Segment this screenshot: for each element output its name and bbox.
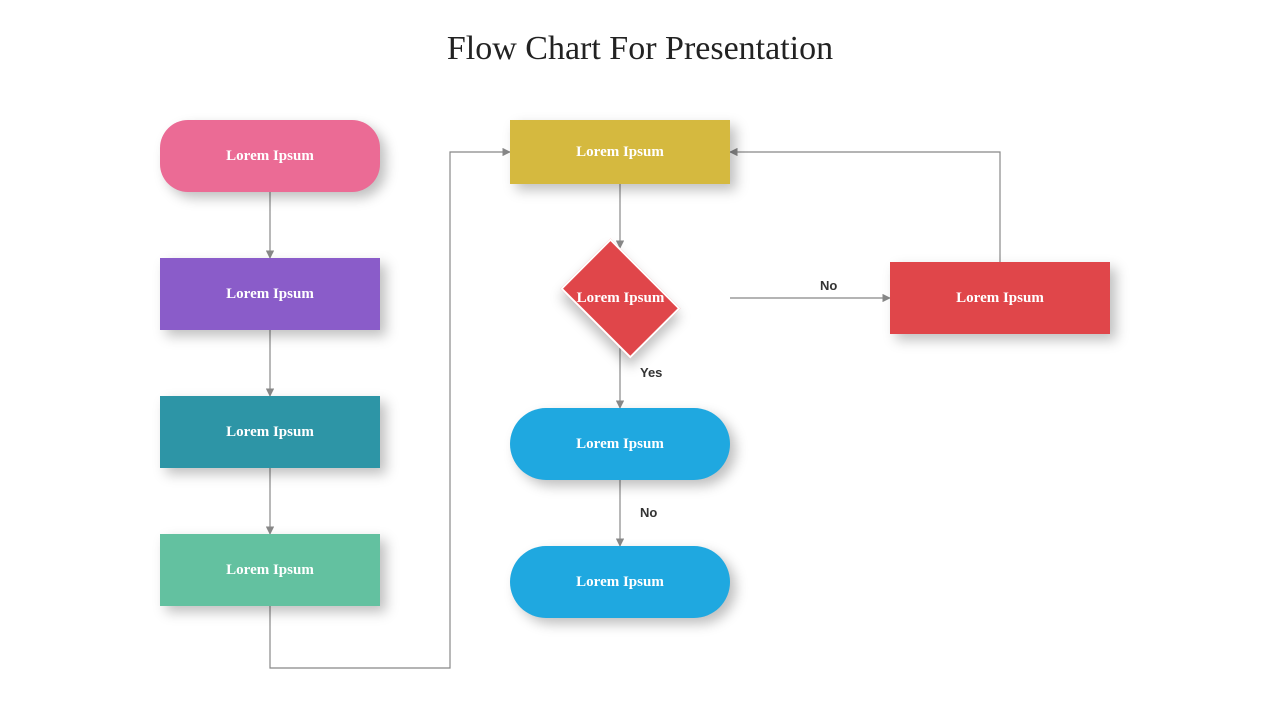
- flowchart-node-label: Lorem Ipsum: [576, 574, 664, 591]
- flowchart-node-label: Lorem Ipsum: [226, 286, 314, 303]
- flowchart-node-label: Lorem Ipsum: [226, 562, 314, 579]
- flowchart-node-label: Lorem Ipsum: [956, 290, 1044, 307]
- flowchart-node-label: Lorem Ipsum: [226, 424, 314, 441]
- flowchart-node: Lorem Ipsum: [160, 534, 380, 606]
- flowchart-edge-label: Yes: [640, 365, 662, 380]
- page-title: Flow Chart For Presentation: [0, 30, 1280, 68]
- flowchart-node: Lorem Ipsum: [510, 408, 730, 480]
- flowchart-node: Lorem Ipsum: [160, 120, 380, 192]
- flowchart-node: Lorem Ipsum: [510, 120, 730, 184]
- flowchart-node: Lorem Ipsum: [160, 258, 380, 330]
- flowchart-node-label: Lorem Ipsum: [576, 436, 664, 453]
- flowchart-node: Lorem Ipsum: [510, 546, 730, 618]
- flowchart-edge: [730, 152, 1000, 262]
- flowchart-node: Lorem Ipsum: [160, 396, 380, 468]
- flowchart-node-label: Lorem Ipsum: [226, 148, 314, 165]
- flowchart-node-label: Lorem Ipsum: [576, 144, 664, 161]
- flowchart-node: Lorem Ipsum: [890, 262, 1110, 334]
- flowchart-edge-label: No: [640, 505, 657, 520]
- flowchart-edge-label: No: [820, 278, 837, 293]
- flowchart-node-diamond: Lorem Ipsum: [548, 248, 693, 348]
